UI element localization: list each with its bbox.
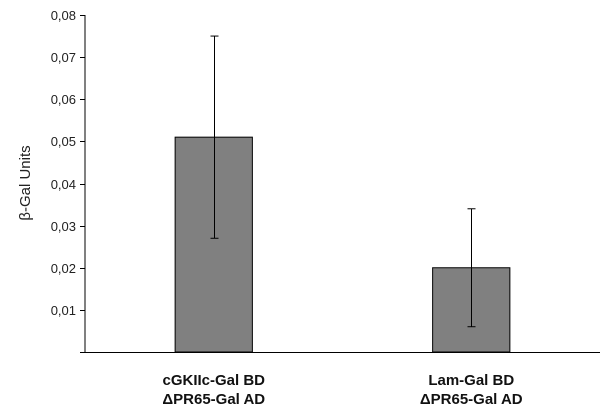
category-label: Lam-Gal BD ΔPR65-Gal AD [420, 372, 523, 408]
category-label-line: ΔPR65-Gal AD [420, 391, 523, 408]
y-axis: 0,01 0,02 0,03 0,04 0,05 0,06 0,07 0,08 [51, 8, 86, 353]
y-tick-label: 0,02 [51, 261, 76, 276]
error-bars [210, 35, 476, 328]
y-tick-label: 0,04 [51, 177, 76, 192]
y-tick-label: 0,03 [51, 219, 76, 234]
y-tick-label: 0,08 [51, 8, 76, 23]
category-label-line: Lam-Gal BD [428, 372, 514, 389]
category-label-line: ΔPR65-Gal AD [162, 391, 265, 408]
category-labels: cGKIIc-Gal BD ΔPR65-Gal AD Lam-Gal BD ΔPR65… [162, 372, 522, 408]
bar [174, 136, 253, 353]
y-tick-label: 0,07 [51, 50, 76, 65]
category-label: cGKIIc-Gal BD ΔPR65-Gal AD [162, 372, 265, 408]
category-label-line: cGKIIc-Gal BD [162, 372, 265, 389]
y-tick-label: 0,05 [51, 134, 76, 149]
y-tick-label: 0,06 [51, 92, 76, 107]
y-tick-label: 0,01 [51, 303, 76, 318]
bars [174, 136, 511, 353]
y-axis-title: β-Gal Units [17, 145, 34, 220]
